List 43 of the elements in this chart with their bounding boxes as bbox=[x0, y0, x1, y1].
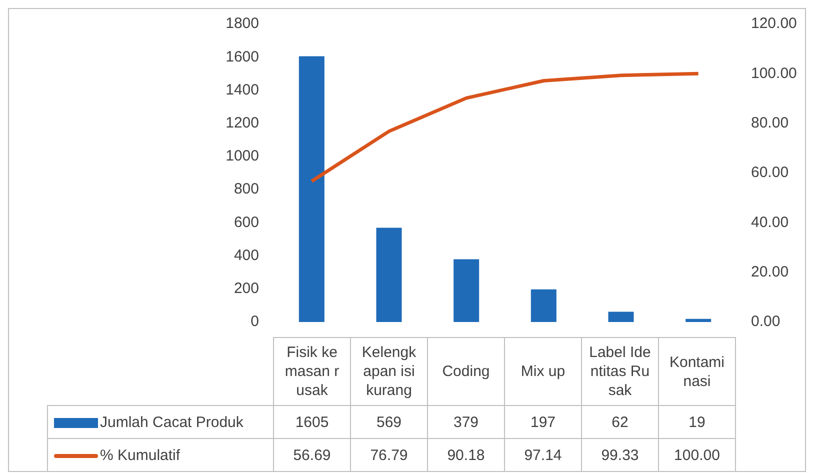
y-tick-label: 600 bbox=[234, 214, 259, 231]
y2-tick-label: 40.00 bbox=[751, 214, 789, 231]
y-tick-label: 800 bbox=[234, 180, 259, 198]
bar bbox=[608, 312, 634, 322]
data-label: 56.69 bbox=[274, 438, 350, 472]
y-tick-label: 400 bbox=[234, 246, 259, 264]
data-label: 100.00 bbox=[658, 438, 736, 472]
y2-tick-label: 80.00 bbox=[751, 114, 789, 132]
y-tick-label: 200 bbox=[234, 280, 259, 298]
y2-tick-label: 20.00 bbox=[751, 263, 789, 280]
legend-label: Jumlah Cacat Produk bbox=[100, 414, 244, 430]
data-label: 197 bbox=[504, 406, 582, 438]
x-tick-label: Fisik kemasan rusak bbox=[274, 338, 350, 406]
y2-tick-label: 100.00 bbox=[751, 64, 797, 82]
data-label: 99.33 bbox=[582, 438, 658, 472]
y2-tick-label: 120.00 bbox=[751, 15, 797, 32]
y-tick-label: 1200 bbox=[226, 114, 259, 132]
data-label: 76.79 bbox=[350, 438, 428, 472]
bar bbox=[686, 318, 712, 322]
x-tick-label: Mix up bbox=[504, 338, 582, 406]
bar bbox=[454, 259, 480, 322]
legend-label: % Kumulatif bbox=[100, 446, 180, 464]
data-label: 62 bbox=[582, 406, 658, 438]
bar bbox=[376, 228, 402, 322]
y2-tick-label: 0.00 bbox=[751, 313, 780, 330]
x-tick-label: Kontaminasi bbox=[658, 338, 736, 406]
y-tick-label: 1400 bbox=[226, 81, 259, 98]
y-tick-label: 1800 bbox=[226, 15, 259, 32]
bar bbox=[530, 289, 556, 322]
data-label: 1605 bbox=[274, 406, 350, 438]
y2-tick-label: 60.00 bbox=[751, 164, 789, 182]
data-label: 90.18 bbox=[428, 438, 504, 472]
bar bbox=[298, 56, 324, 322]
y-tick-label: 1600 bbox=[226, 48, 259, 66]
y-tick-label: 0 bbox=[250, 313, 259, 330]
data-label: 97.14 bbox=[504, 438, 582, 472]
data-label: 19 bbox=[658, 406, 736, 438]
x-tick-label: Coding bbox=[428, 338, 504, 406]
x-tick-label: Kelengkapan isi kurang bbox=[350, 338, 428, 406]
data-label: 379 bbox=[428, 406, 504, 438]
x-tick-label: Label Identitas Rusak bbox=[582, 338, 658, 406]
y-tick-label: 1000 bbox=[226, 148, 259, 165]
data-label: 569 bbox=[350, 406, 428, 438]
